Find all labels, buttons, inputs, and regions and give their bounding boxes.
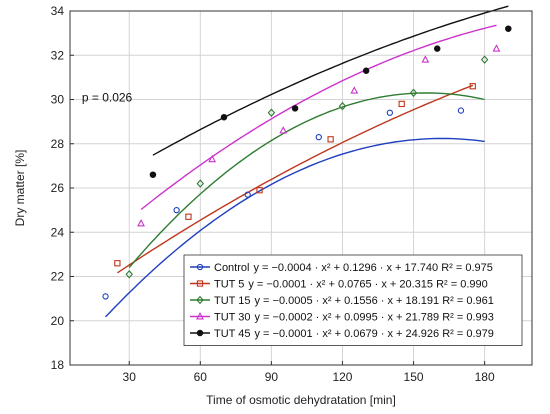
y-tick-label: 28 (51, 137, 65, 151)
data-point-4 (149, 171, 157, 178)
fit-curve-2 (128, 92, 485, 268)
data-point-2 (409, 88, 418, 98)
y-tick-label: 18 (51, 358, 65, 372)
x-tick-label: 120 (332, 370, 352, 384)
legend-equation: y = −0.0001 · x² + 0.0679 · x + 24.926 R… (254, 328, 493, 340)
gridlines (70, 11, 532, 365)
data-point-1 (114, 260, 121, 267)
x-tick-label: 30 (123, 370, 137, 384)
data-point-4 (220, 113, 228, 121)
y-axis-title: Dry matter [%] (13, 150, 27, 227)
data-point-1 (469, 83, 476, 90)
legend-swatch-marker (196, 295, 204, 305)
fit-curves (104, 5, 509, 318)
data-point-3 (279, 126, 288, 134)
y-tick-label: 30 (51, 93, 65, 107)
data-point-2 (267, 108, 276, 118)
legend-series-name: Control (214, 262, 249, 274)
legend-swatch-marker (196, 263, 204, 271)
legend-series-name: TUT 15 (214, 295, 250, 307)
x-axis-title: Time of osmotic dehydratation [min] (206, 393, 396, 407)
y-tick-label: 24 (51, 225, 65, 239)
legend-equation: y = −0.0004 · x² + 0.1296 · x + 17.740 R… (253, 262, 492, 274)
data-point-2 (196, 179, 205, 188)
x-tick-label: 150 (404, 370, 424, 384)
data-point-1 (185, 213, 192, 220)
fit-curve-1 (117, 84, 474, 274)
fit-curve-0 (104, 137, 485, 318)
tick-labels: 30 60 90 120 150 180 18 20 22 24 26 28 30 32 34 (51, 4, 495, 384)
legend-swatch-marker (196, 329, 204, 337)
x-tick-label: 180 (475, 370, 495, 384)
data-point-2 (338, 101, 347, 111)
legend-box (183, 254, 523, 346)
legend-entry: TUT 5 y = −0.0001 · x² + 0.0765 · x + 20.… (214, 279, 488, 291)
legend-entry: TUT 15 y = −0.0005 · x² + 0.1556 · x + 18… (214, 295, 494, 307)
data-point-1 (256, 187, 263, 194)
data-point-4 (362, 67, 370, 74)
x-tick-label: 60 (194, 370, 208, 384)
data-point-0 (457, 107, 465, 114)
data-point-0 (244, 191, 251, 198)
data-point-0 (386, 109, 393, 116)
data-point-0 (102, 293, 109, 300)
data-point-3 (137, 219, 145, 227)
legend-series-name: TUT 45 (214, 328, 250, 340)
legend-swatch-marker (196, 312, 204, 320)
y-tick-label: 22 (51, 270, 65, 284)
fit-curve-4 (152, 5, 509, 156)
legend-equation: y = −0.0005 · x² + 0.1556 · x + 18.191 R… (254, 295, 493, 307)
p-value-annotation: p = 0.026 (82, 91, 133, 105)
legend-items: Control y = −0.0004 · x² + 0.1296 · x + 1… (190, 262, 494, 340)
legend-swatch-marker (196, 280, 204, 287)
legend-entry: TUT 45 y = −0.0001 · x² + 0.0679 · x + 24… (214, 328, 494, 340)
y-tick-label: 26 (51, 181, 65, 195)
data-point-4 (505, 25, 512, 32)
data-point-0 (173, 206, 180, 214)
y-tick-label: 32 (51, 48, 65, 62)
legend-entry: TUT 30 y = −0.0002 · x² + 0.0995 · x + 21… (214, 312, 494, 324)
data-point-3 (350, 86, 359, 94)
legend-series-name: TUT 30 (214, 312, 250, 324)
data-point-0 (315, 133, 322, 141)
legend-equation: y = −0.0002 · x² + 0.0995 · x + 21.789 R… (254, 312, 493, 324)
y-tick-label: 34 (51, 4, 65, 18)
legend-series-name: TUT 5 (214, 279, 244, 291)
data-point-3 (208, 154, 217, 163)
legend-equation: y = −0.0001 · x² + 0.0765 · x + 20.315 R… (248, 279, 487, 291)
data-point-4 (291, 105, 299, 112)
data-point-2 (125, 270, 133, 279)
data-points (102, 25, 512, 300)
y-tick-label: 20 (51, 314, 65, 328)
legend: Control y = −0.0004 · x² + 0.1296 · x + 1… (183, 254, 523, 346)
data-point-1 (327, 136, 334, 143)
data-point-4 (433, 45, 441, 52)
data-point-2 (480, 55, 489, 64)
x-tick-label: 90 (265, 370, 279, 384)
fit-curve-3 (140, 24, 497, 211)
data-point-3 (421, 55, 430, 63)
legend-entry: Control y = −0.0004 · x² + 0.1296 · x + 1… (214, 262, 493, 274)
data-point-3 (492, 44, 501, 52)
data-point-1 (398, 100, 405, 108)
